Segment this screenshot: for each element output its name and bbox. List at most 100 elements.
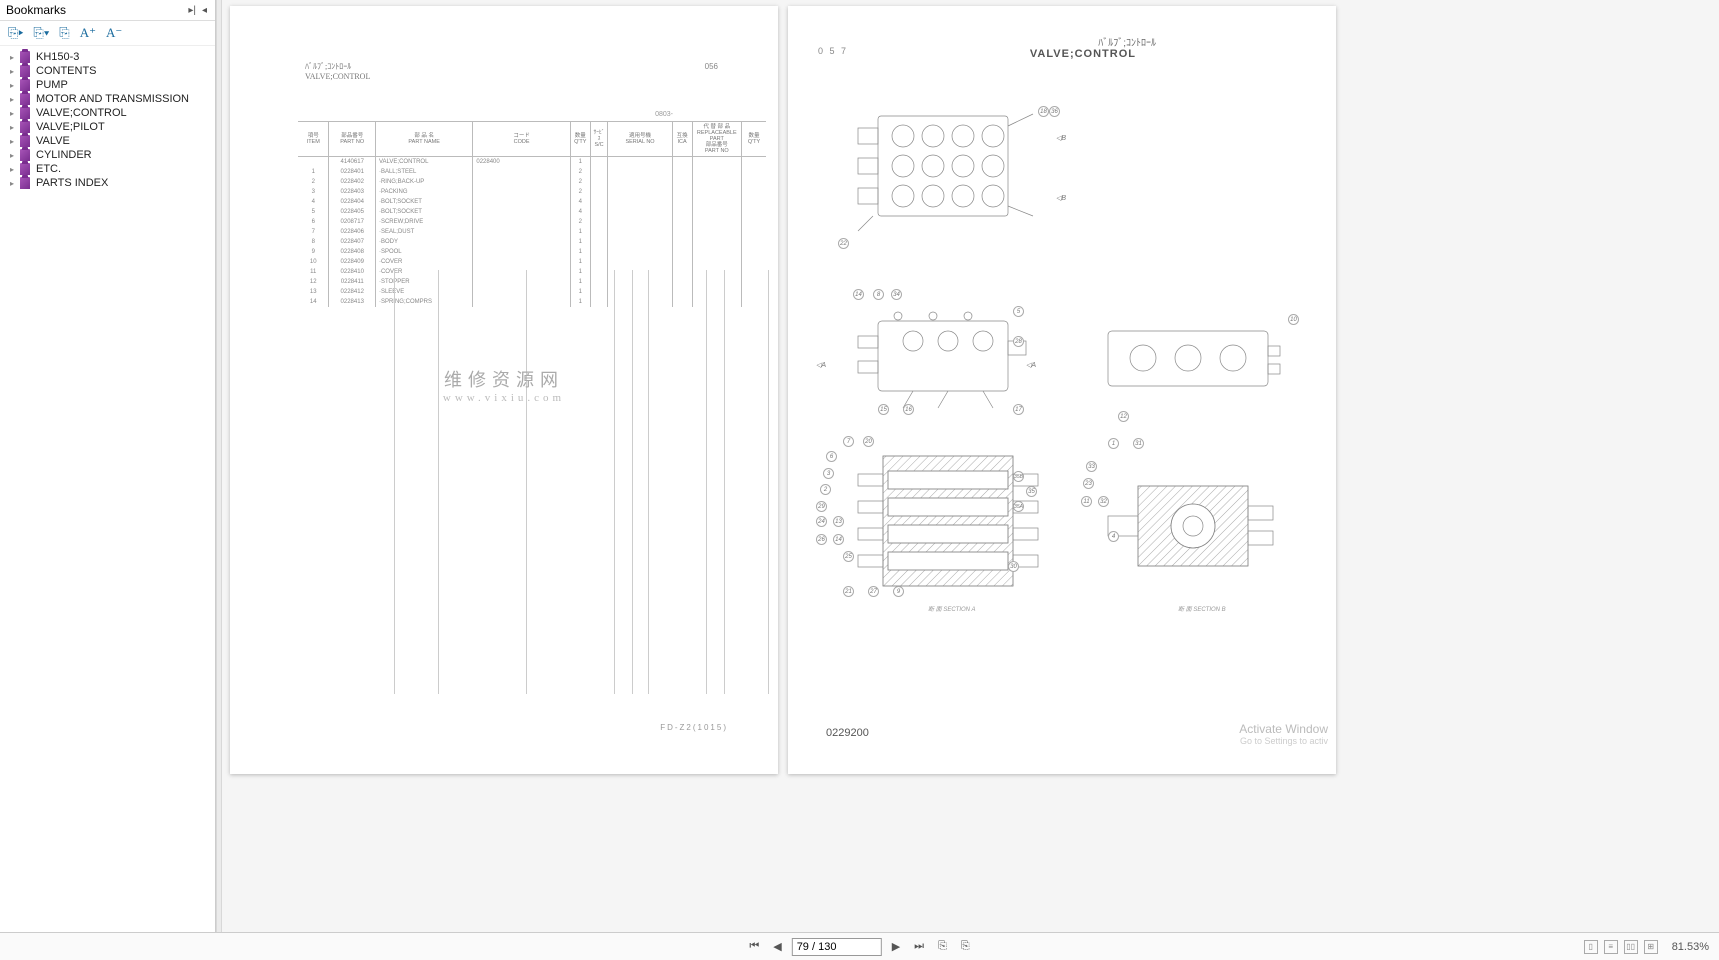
callout-21: 21: [843, 586, 854, 597]
tree-arrow-icon: ▸: [10, 151, 18, 160]
sidebar-item[interactable]: ▸VALVE: [0, 134, 215, 148]
font-larger-icon[interactable]: A⁺: [80, 25, 96, 41]
callout-27: 27: [868, 586, 879, 597]
callout-4: 4: [1108, 531, 1119, 542]
sidebar-item[interactable]: ▸VALVE;CONTROL: [0, 106, 215, 120]
callout-22: 22: [838, 238, 849, 249]
bookmark-icon: [20, 65, 30, 77]
callout-25: 25: [843, 551, 854, 562]
header-en: VALVE;CONTROL: [305, 72, 370, 82]
view-arrow-b: ◁B: [1056, 134, 1066, 142]
sidebar-item[interactable]: ▸CONTENTS: [0, 64, 215, 78]
first-page-button[interactable]: ⏮: [745, 938, 763, 955]
callout-29: 29: [816, 501, 827, 512]
diagram-end-view: [1098, 316, 1288, 406]
watermark-url: www.vixiu.com: [443, 392, 565, 404]
view-facing-cont-icon[interactable]: ⊞: [1644, 940, 1658, 954]
sidebar-item[interactable]: ▸PARTS INDEX: [0, 176, 215, 190]
expand-all-icon[interactable]: ⎘▸: [8, 25, 23, 41]
table-header: 数量Q'TY: [742, 122, 766, 157]
page-header: ﾊﾞﾙﾌﾞ;ｺﾝﾄﾛｰﾙ VALVE;CONTROL: [305, 62, 370, 83]
bookmark-icon: [20, 51, 30, 63]
tree-label: CYLINDER: [36, 149, 92, 161]
tree-label: CONTENTS: [36, 65, 97, 77]
view-facing-icon[interactable]: ▯▯: [1624, 940, 1638, 954]
font-smaller-icon[interactable]: A⁻: [106, 25, 122, 41]
callout-30: 30: [1008, 561, 1019, 572]
callout-9: 9: [893, 586, 904, 597]
table-header: 部 品 名PART NAME: [375, 122, 472, 157]
callout-34: 34: [891, 289, 902, 300]
page-footer-code: FD-Z2(1015): [660, 723, 728, 732]
table-header: 数量Q'TY: [570, 122, 590, 157]
sidebar-item[interactable]: ▸ CYLINDER: [0, 148, 215, 162]
tree-arrow-icon: ▸: [10, 165, 18, 174]
sidebar-item[interactable]: ▸KH150-3: [0, 50, 215, 64]
sidebar-item[interactable]: ▸VALVE;PILOT: [0, 120, 215, 134]
sidebar-item[interactable]: ▸ ETC.: [0, 162, 215, 176]
page-number-left: 056: [705, 62, 718, 71]
tree-label: VALVE;PILOT: [36, 121, 105, 133]
nav-icon-1[interactable]: ⎘: [934, 938, 951, 955]
table-row: 20228402·RING;BACK-UP2: [298, 177, 766, 187]
page-input[interactable]: [792, 938, 882, 956]
section-a-label: 断 面 SECTION A: [928, 604, 975, 613]
wm-line2: Go to Settings to activ: [1239, 736, 1328, 746]
tree-arrow-icon: ▸: [10, 95, 18, 104]
tree-label: PUMP: [36, 79, 68, 91]
tree-arrow-icon: ▸: [10, 53, 18, 62]
view-continuous-icon[interactable]: ≡: [1604, 940, 1618, 954]
table-header: ｻｰﾋﾞｽS/C: [590, 122, 608, 157]
bookmark-icon: [20, 107, 30, 119]
collapse-all-icon[interactable]: ⎘▾: [33, 25, 49, 41]
table-header: 部品番号PART NO: [329, 122, 375, 157]
view-single-icon[interactable]: ▯: [1584, 940, 1598, 954]
diagram-section-b: [1088, 446, 1288, 606]
callout-8: 8: [873, 289, 884, 300]
callout-17: 17: [1013, 404, 1024, 415]
new-bookmark-icon[interactable]: ⎘: [59, 25, 69, 41]
bookmark-icon: [20, 163, 30, 175]
bookmark-icon: [20, 79, 30, 91]
callout-23: 23: [1083, 478, 1094, 489]
tree-label: VALVE;CONTROL: [36, 107, 127, 119]
next-page-button[interactable]: ▶: [888, 938, 904, 955]
tree-arrow-icon: ▸: [10, 179, 18, 188]
callout-14b: 14: [833, 534, 844, 545]
callout-16: 16: [903, 404, 914, 415]
tree-label: ETC.: [36, 163, 61, 175]
collapse-panel-icon[interactable]: ▸|: [186, 5, 198, 16]
callout-5: 5: [1013, 306, 1024, 317]
table-row: 30228403·PACKING2: [298, 187, 766, 197]
section-b-label: 断 面 SECTION B: [1178, 604, 1226, 613]
nav-icon-2[interactable]: ⎘: [957, 938, 974, 955]
table-row: 4140617VALVE;CONTROL02284001: [298, 157, 766, 167]
callout-32: 32: [1098, 496, 1109, 507]
callout-36: 36: [1049, 106, 1060, 117]
bookmarks-title: Bookmarks: [6, 3, 66, 17]
callout-1: 1: [1108, 438, 1119, 449]
prev-page-button[interactable]: ◀: [769, 938, 785, 955]
last-page-button[interactable]: ⏭: [910, 938, 928, 955]
table-row: 120228411·STOPPER1: [298, 277, 766, 287]
callout-15: 15: [878, 404, 889, 415]
table-row: 110228410·COVER1: [298, 267, 766, 277]
table-row: 80228407·BODY1: [298, 237, 766, 247]
document-viewport: ﾊﾞﾙﾌﾞ;ｺﾝﾄﾛｰﾙ VALVE;CONTROL 056 0803- 項号I…: [222, 0, 1719, 932]
expand-panel-icon[interactable]: ◂: [200, 5, 209, 16]
table-header: コードCODE: [473, 122, 570, 157]
callout-7: 7: [843, 436, 854, 447]
sidebar-item[interactable]: ▸MOTOR AND TRANSMISSION: [0, 92, 215, 106]
callout-24: 24: [816, 516, 827, 527]
sidebar-item[interactable]: ▸ PUMP: [0, 78, 215, 92]
callout-13: 13: [833, 516, 844, 527]
parts-table: 項号ITEM部品番号PART NO部 品 名PART NAMEコードCODE数量…: [298, 121, 766, 734]
callout-6: 6: [826, 451, 837, 462]
bookmark-icon: [20, 149, 30, 161]
callout-35: 35: [1026, 486, 1037, 497]
table-row: 140228413·SPRING;COMPRS1: [298, 297, 766, 307]
part-number: 0229200: [826, 727, 869, 739]
bookmarks-panel: Bookmarks ▸| ◂ ⎘▸ ⎘▾ ⎘ A⁺ A⁻ ▸KH150-3▸CO…: [0, 0, 216, 932]
view-arrow-b2: ◁B: [1056, 194, 1066, 202]
tree-arrow-icon: ▸: [10, 81, 18, 90]
